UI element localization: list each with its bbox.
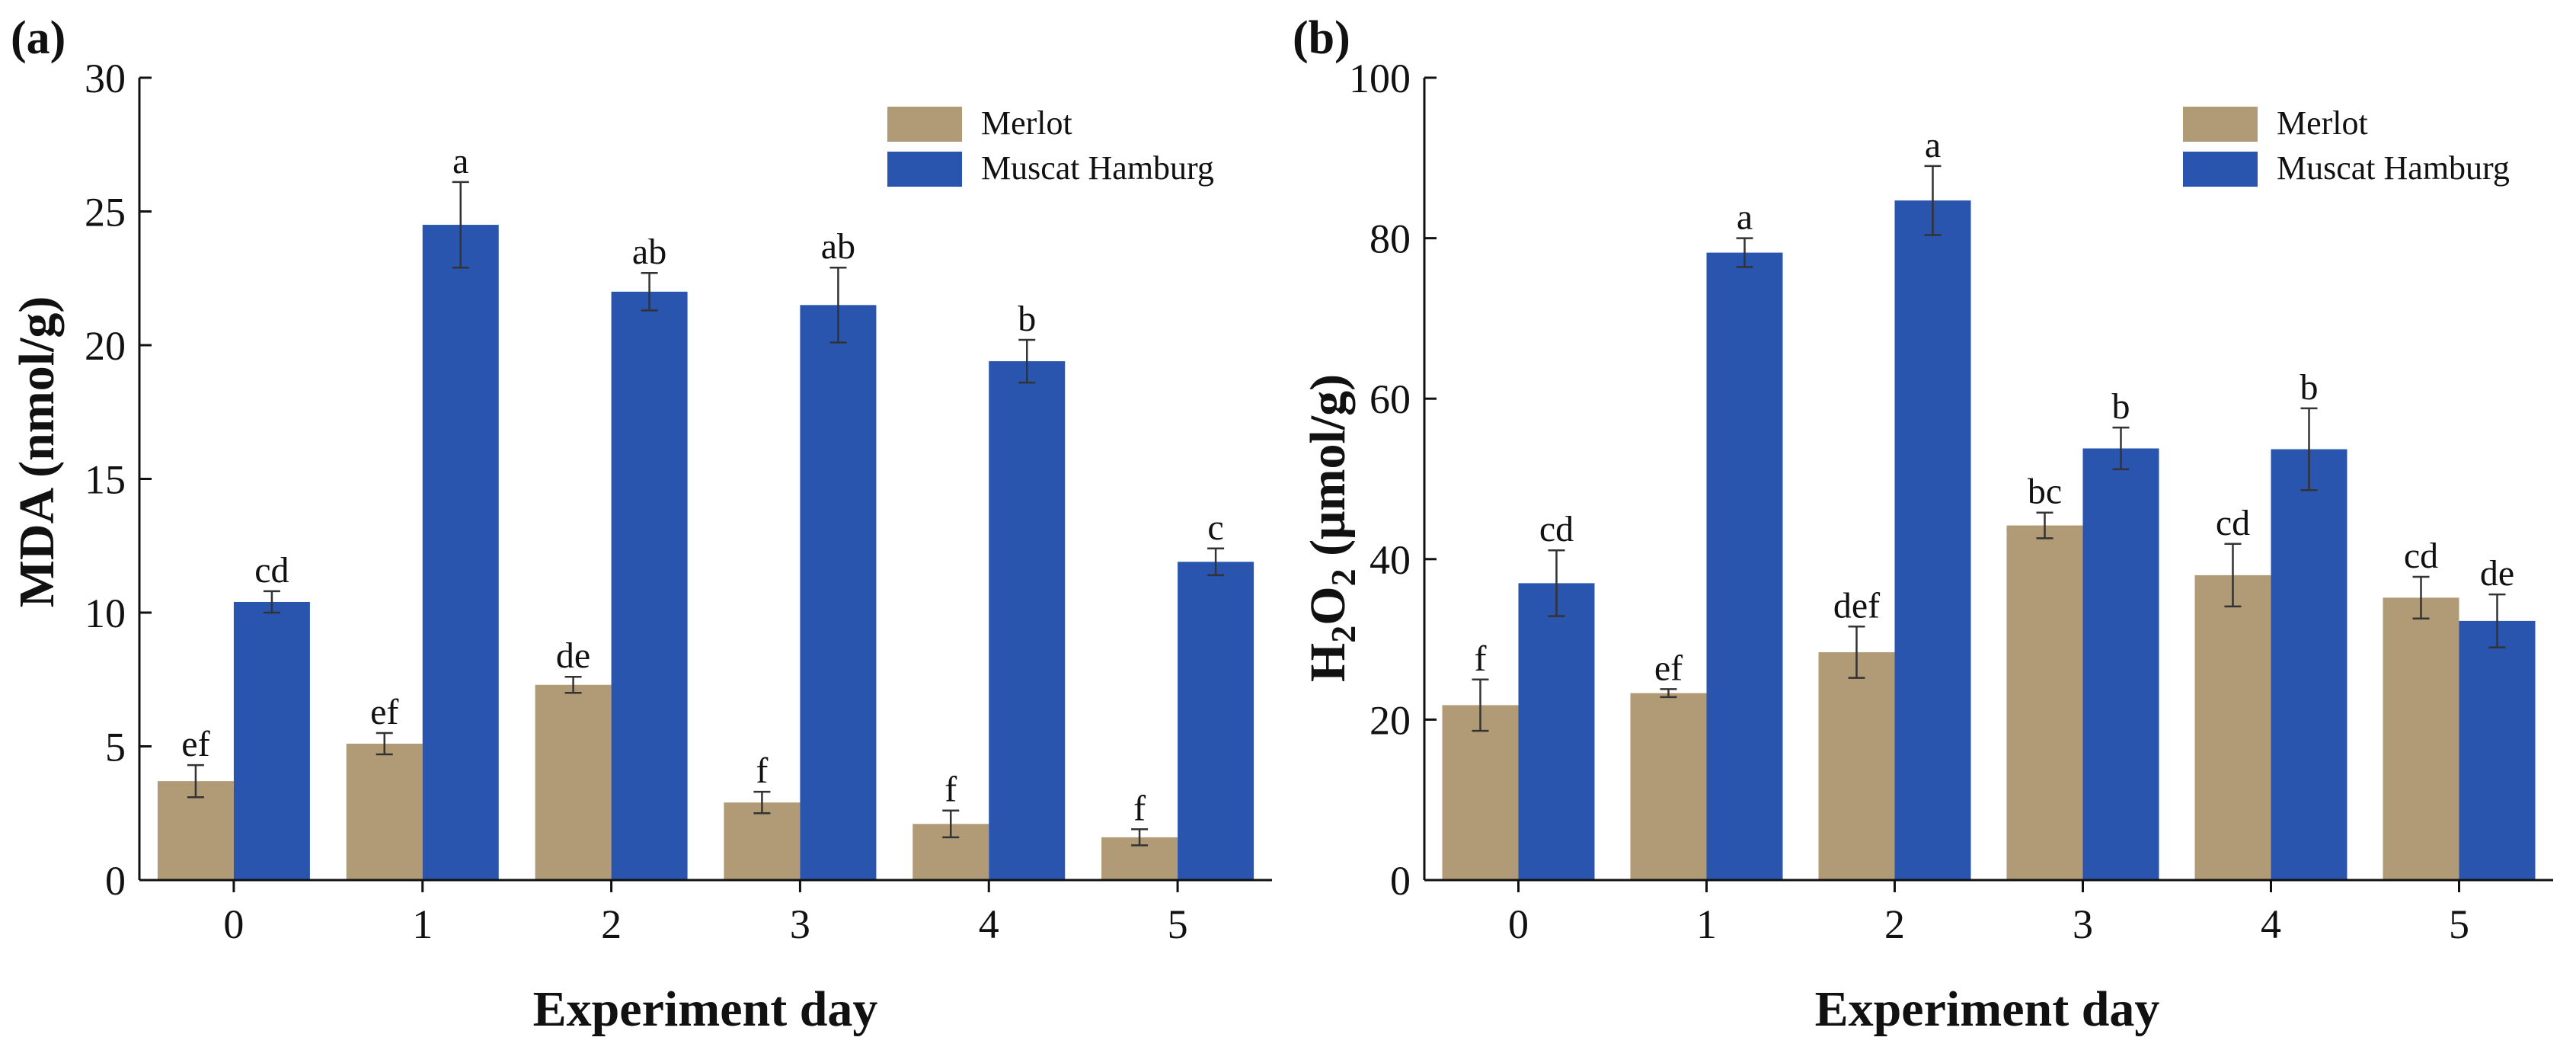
y-tick-label: 20 (1369, 697, 1411, 743)
y-tick-label: 0 (1390, 858, 1411, 904)
x-tick-label: 1 (1696, 901, 1717, 947)
x-tick-label: 5 (1168, 901, 1188, 947)
significance-letter-muscat: ab (632, 232, 666, 272)
x-tick-label: 3 (790, 901, 810, 947)
y-axis-title-mda: MDA (nmol/g) (9, 296, 65, 608)
y-tick-label: 20 (85, 323, 126, 369)
y-tick-label: 25 (85, 190, 126, 235)
significance-letter-merlot: f (1475, 639, 1487, 679)
panel-label-b: (b) (1293, 12, 1350, 64)
x-tick-label: 0 (1508, 901, 1529, 947)
bar-merlot (2194, 575, 2271, 880)
x-tick-label: 0 (223, 901, 244, 947)
bar-merlot (1630, 693, 1707, 880)
bar-merlot (2383, 597, 2459, 880)
significance-letter-muscat: b (2112, 386, 2130, 427)
significance-letter-muscat: ab (821, 226, 855, 267)
significance-letter-merlot: f (756, 751, 768, 791)
x-axis-title-b: Experiment day (1815, 981, 2160, 1037)
legend-swatch-merlot-a (887, 107, 962, 142)
significance-letter-merlot: def (1833, 585, 1880, 626)
significance-letter-merlot: de (556, 635, 590, 676)
y-tick-label: 100 (1349, 56, 1411, 101)
y-tick-label: 30 (85, 56, 126, 101)
y-tick-label: 0 (105, 858, 126, 904)
bar-merlot (724, 802, 801, 880)
significance-letter-merlot: ef (1654, 648, 1683, 688)
legend-a: Merlot Muscat Hamburg (887, 104, 1214, 187)
bar-muscat (1518, 583, 1595, 880)
y-tick-label: 40 (1369, 537, 1411, 583)
legend-swatch-merlot-b (2183, 107, 2258, 142)
chart-h2o2: (b) 0 20 40 60 80 100 0 1 2 3 4 5 f ef def bc cd cd cd a a b… (1293, 12, 2553, 1037)
significance-letter-muscat: de (2480, 553, 2514, 594)
significance-letter-merlot: f (1133, 788, 1146, 828)
y-tick-label: 60 (1369, 376, 1411, 422)
bar-muscat (989, 361, 1066, 880)
bar-merlot (535, 684, 612, 880)
y-tick-label: 5 (105, 725, 126, 770)
panel-label-a: (a) (11, 12, 66, 64)
bar-muscat (2271, 449, 2347, 880)
x-tick-label: 1 (412, 901, 433, 947)
significance-letter-merlot: ef (370, 692, 398, 732)
bar-muscat (611, 291, 688, 880)
legend-label-muscat-b: Muscat Hamburg (2277, 149, 2510, 187)
significance-letter-muscat: a (1737, 197, 1753, 238)
legend-b: Merlot Muscat Hamburg (2183, 104, 2510, 187)
significance-letter-merlot: f (944, 770, 957, 810)
legend-swatch-muscat-b (2183, 152, 2258, 187)
bar-muscat (2082, 448, 2159, 880)
legend-label-merlot-a: Merlot (981, 104, 1072, 142)
legend-label-muscat-a: Muscat Hamburg (981, 149, 1214, 187)
significance-letter-muscat: b (2300, 367, 2319, 408)
significance-letter-merlot: bc (2028, 472, 2062, 512)
significance-letter-muscat: a (452, 141, 468, 181)
x-tick-label: 5 (2449, 901, 2469, 947)
significance-letter-muscat: c (1207, 507, 1223, 548)
significance-letter-muscat: cd (254, 550, 289, 591)
bar-muscat (800, 305, 877, 881)
significance-letter-merlot: cd (2216, 503, 2250, 543)
y-tick-label: 15 (85, 457, 126, 503)
x-tick-label: 3 (2073, 901, 2093, 947)
bar-merlot (2006, 525, 2083, 880)
bar-muscat (1178, 562, 1254, 880)
y-tick-label: 10 (85, 591, 126, 636)
bar-merlot (346, 743, 423, 880)
x-tick-label: 4 (979, 901, 999, 947)
x-tick-label: 4 (2261, 901, 2281, 947)
x-axis-title-a: Experiment day (533, 981, 878, 1037)
bar-merlot (1442, 705, 1519, 880)
significance-letter-merlot: cd (2404, 536, 2438, 576)
y-axis-title-h2o2: H2O2 (μmol/g) (1300, 374, 1363, 682)
legend-label-merlot-b: Merlot (2277, 104, 2368, 142)
chart-mda: (a) 0 5 10 15 20 25 30 0 1 2 3 4 5 ef ef de f f f cd a ab ab b… (9, 12, 1272, 1037)
bar-merlot (1818, 651, 1895, 880)
significance-letter-muscat: a (1925, 125, 1941, 165)
bar-muscat (2459, 620, 2536, 880)
legend-swatch-muscat-a (887, 152, 962, 187)
x-tick-label: 2 (1884, 901, 1905, 947)
y-tick-label: 80 (1369, 216, 1411, 262)
x-tick-label: 2 (601, 901, 622, 947)
bar-muscat (233, 601, 310, 880)
significance-letter-muscat: cd (1539, 509, 1574, 549)
significance-letter-muscat: b (1018, 299, 1036, 339)
bar-muscat (1894, 200, 1971, 880)
bar-muscat (1706, 252, 1783, 881)
significance-letter-merlot: ef (181, 724, 209, 764)
bar-muscat (422, 225, 499, 880)
